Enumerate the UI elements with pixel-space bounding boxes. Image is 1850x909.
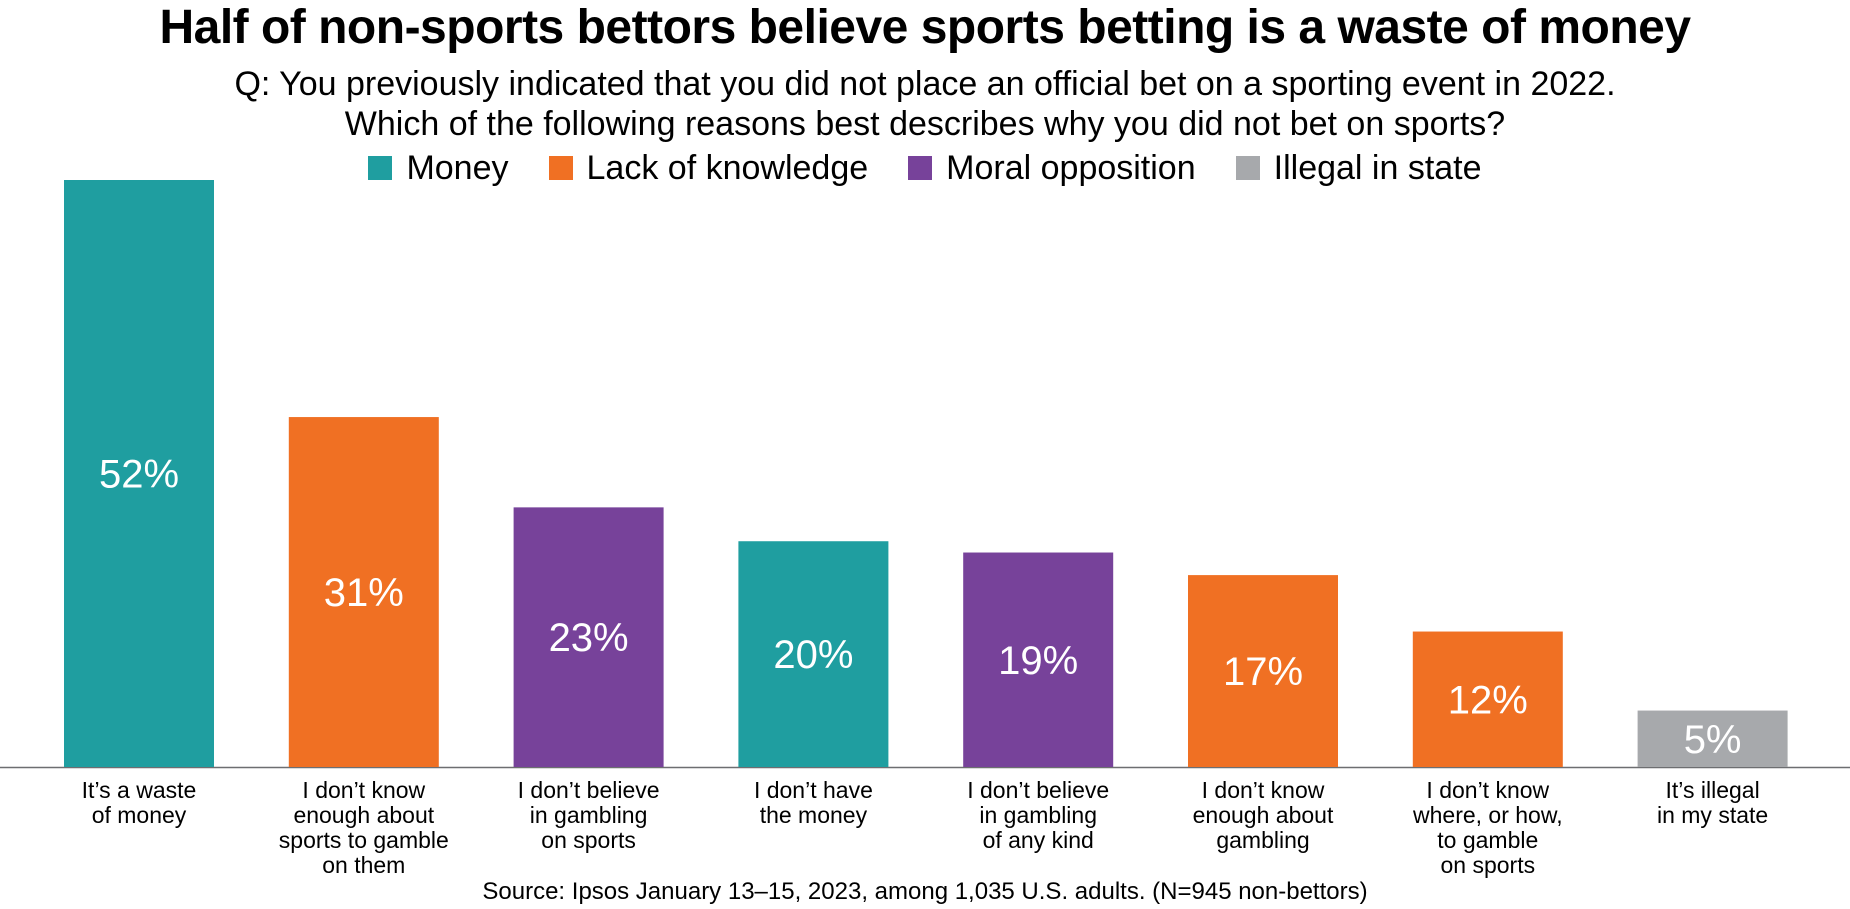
bar-value-label: 20% <box>773 633 853 677</box>
legend-swatch-lack-of-knowledge <box>548 156 573 180</box>
chart-title: Half of non-sports bettors believe sport… <box>159 1 1691 54</box>
bar-value-label: 19% <box>998 639 1078 683</box>
bar-value-label: 23% <box>549 616 629 660</box>
legend-label-money: Money <box>406 149 509 187</box>
category-label: It’s illegal in my state <box>1657 777 1768 828</box>
bar <box>963 552 1114 767</box>
chart-subtitle: Q: You previously indicated that you did… <box>0 64 1850 144</box>
bar <box>738 541 889 767</box>
bar <box>64 180 214 767</box>
category-label: It’s a waste of money <box>82 777 197 828</box>
category-label: I don’t believe in gambling of any kind <box>967 777 1109 853</box>
subtitle-line-2: Which of the following reasons best desc… <box>344 105 1506 143</box>
bar <box>1188 575 1338 767</box>
legend-label-illegal-in-state: Illegal in state <box>1273 149 1482 187</box>
legend-item-illegal-in-state: Illegal in state <box>1235 148 1482 188</box>
bar <box>1637 710 1788 767</box>
bar-value-label: 12% <box>1448 678 1528 722</box>
bar-value-label: 5% <box>1684 718 1742 762</box>
bar <box>1412 631 1563 767</box>
category-label: I don’t have the money <box>754 777 873 828</box>
bar-value-label: 31% <box>324 571 404 615</box>
subtitle-line-1: Q: You previously indicated that you did… <box>234 65 1616 103</box>
legend: Money Lack of knowledge Moral opposition… <box>0 148 1850 188</box>
legend-label-lack-of-knowledge: Lack of knowledge <box>586 149 869 187</box>
category-label: I don’t believe in gambling on sports <box>518 777 660 853</box>
legend-swatch-money <box>368 156 393 180</box>
legend-swatch-illegal-in-state <box>1235 156 1260 180</box>
category-label: I don’t know enough about sports to gamble… <box>279 777 449 878</box>
bar <box>288 417 439 767</box>
legend-label-moral-opposition: Moral opposition <box>946 149 1196 187</box>
legend-item-lack-of-knowledge: Lack of knowledge <box>548 148 869 188</box>
legend-item-moral-opposition: Moral opposition <box>908 148 1196 188</box>
bar-value-label: 17% <box>1223 650 1303 694</box>
legend-item-money: Money <box>368 148 509 188</box>
bar <box>513 507 664 767</box>
category-label: I don’t know enough about gambling <box>1193 777 1334 853</box>
legend-swatch-moral-opposition <box>908 156 933 180</box>
bar-value-label: 52% <box>99 453 179 497</box>
source-note: Source: Ipsos January 13–15, 2023, among… <box>482 878 1368 905</box>
category-label: I don’t know where, or how, to gamble on sp… <box>1412 777 1563 878</box>
